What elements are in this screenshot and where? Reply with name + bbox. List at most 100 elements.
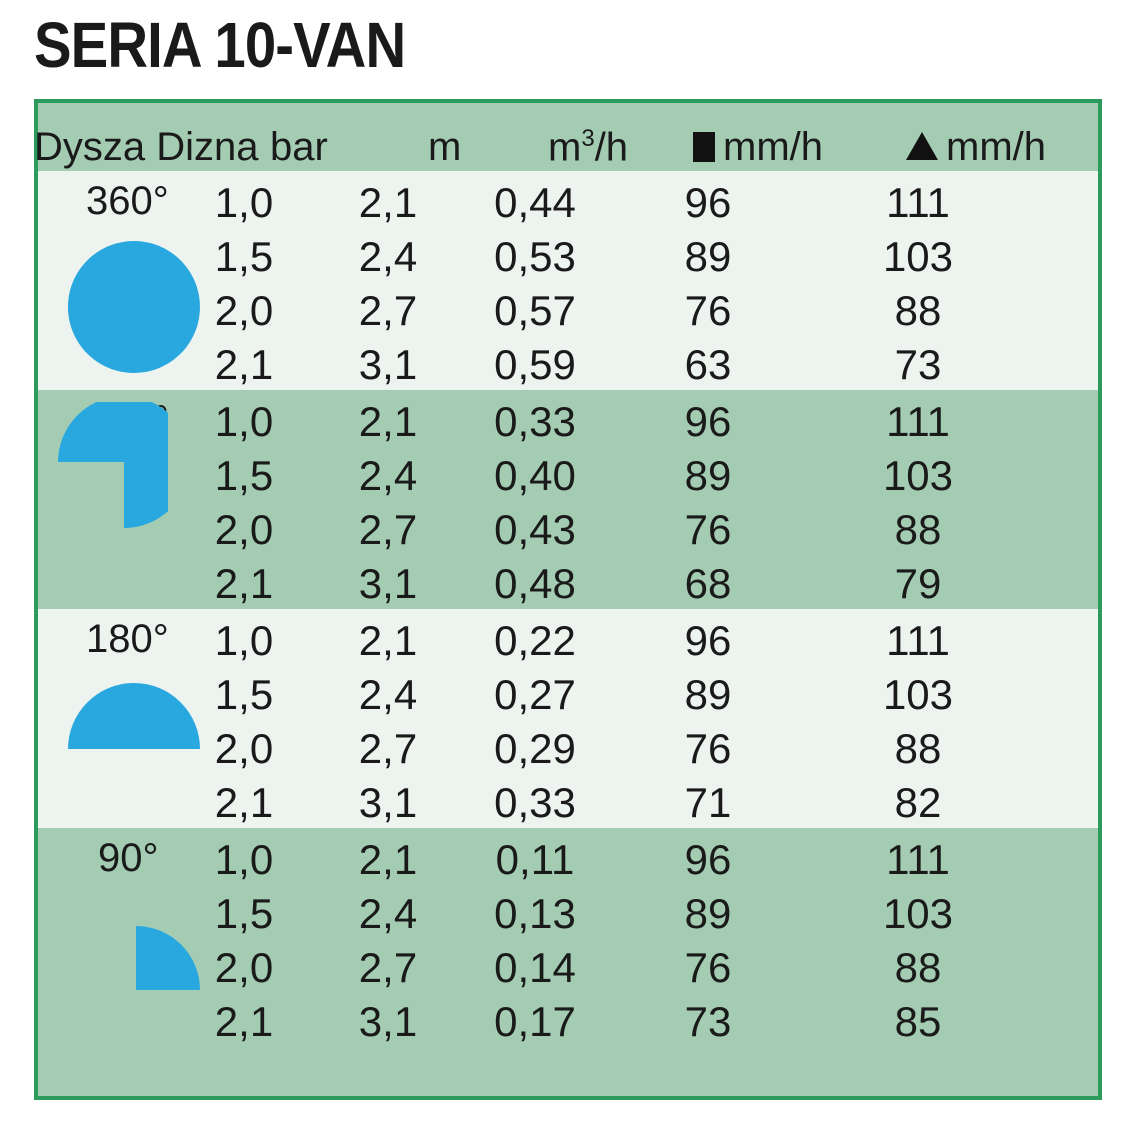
m-cell: 2,7 xyxy=(358,506,418,553)
nozzle-table: Dysza Dizna bar m m3/h mm/h mm/h 360° 1,0… xyxy=(34,99,1102,1100)
header-square-rate: mm/h xyxy=(693,125,823,170)
triangle-rate-cell: 111 xyxy=(886,179,950,226)
bar-cell: 2,0 xyxy=(214,506,274,553)
bar-cell: 1,5 xyxy=(214,671,274,718)
table-row: 1,0 2,1 0,11 96 111 xyxy=(38,836,1098,890)
table-row: 2,1 3,1 0,48 68 79 xyxy=(38,560,1098,614)
nozzle-group: 180° 1,0 2,1 0,22 96 111 1,5 2,4 0,27 89 103 2,0 2,7… xyxy=(38,609,1098,828)
triangle-rate-cell: 88 xyxy=(894,944,942,991)
flow-cell: 0,14 xyxy=(494,944,576,991)
square-rate-cell: 89 xyxy=(684,233,732,280)
m-cell: 2,7 xyxy=(358,725,418,772)
m-cell: 2,4 xyxy=(358,452,418,499)
flow-cell: 0,27 xyxy=(494,671,576,718)
bar-cell: 2,0 xyxy=(214,725,274,772)
flow-cell: 0,53 xyxy=(494,233,576,280)
triangle-rate-cell: 88 xyxy=(894,725,942,772)
header-m: m xyxy=(428,125,462,169)
bar-cell: 1,0 xyxy=(214,617,274,664)
square-rate-cell: 76 xyxy=(684,287,732,334)
flow-cell: 0,11 xyxy=(495,836,575,883)
triangle-rate-cell: 85 xyxy=(894,998,942,1045)
bar-cell: 2,1 xyxy=(214,779,274,826)
m-cell: 2,7 xyxy=(358,944,418,991)
square-rate-cell: 96 xyxy=(684,179,732,226)
bar-cell: 1,0 xyxy=(214,836,274,883)
table-row: 2,0 2,7 0,14 76 88 xyxy=(38,944,1098,998)
m-cell: 3,1 xyxy=(358,341,418,388)
table-row: 1,0 2,1 0,22 96 111 xyxy=(38,617,1098,671)
triangle-rate-cell: 79 xyxy=(894,560,942,607)
flow-cell: 0,44 xyxy=(494,179,576,226)
m-cell: 3,1 xyxy=(358,779,418,826)
table-row: 1,5 2,4 0,13 89 103 xyxy=(38,890,1098,944)
circle-pattern-icon xyxy=(67,241,200,373)
bar-cell: 2,0 xyxy=(214,287,274,334)
flow-cell: 0,33 xyxy=(494,779,576,826)
flow-cell: 0,48 xyxy=(494,560,576,607)
m-cell: 2,4 xyxy=(358,890,418,937)
flow-cell: 0,13 xyxy=(494,890,576,937)
bar-cell: 2,0 xyxy=(214,944,274,991)
bar-cell: 1,5 xyxy=(214,890,274,937)
m-cell: 2,1 xyxy=(358,398,418,445)
header-flow-sup: 3 xyxy=(581,125,595,152)
triangle-rate-cell: 103 xyxy=(882,890,954,937)
flow-cell: 0,22 xyxy=(494,617,576,664)
header-triangle-rate-label: mm/h xyxy=(946,125,1046,169)
m-cell: 2,4 xyxy=(358,671,418,718)
bar-cell: 2,1 xyxy=(214,341,274,388)
square-rate-cell: 71 xyxy=(684,779,732,826)
square-rate-cell: 89 xyxy=(684,452,732,499)
nozzle-angle: 180° xyxy=(86,617,169,661)
bar-cell: 1,5 xyxy=(214,233,274,280)
table-row: 1,0 2,1 0,33 96 111 xyxy=(38,398,1098,452)
bar-cell: 1,5 xyxy=(214,452,274,499)
square-rate-cell: 76 xyxy=(684,725,732,772)
quarter-pattern-icon xyxy=(136,926,200,990)
square-rate-cell: 68 xyxy=(684,560,732,607)
page-title: SERIA 10-VAN xyxy=(34,9,406,81)
triangle-rate-cell: 82 xyxy=(894,779,942,826)
header-nozzle: Dysza Dizna xyxy=(34,125,259,169)
header-bar: bar xyxy=(270,125,328,169)
table-row: 2,0 2,7 0,57 76 88 xyxy=(38,287,1098,341)
flow-cell: 0,29 xyxy=(494,725,576,772)
m-cell: 2,1 xyxy=(358,617,418,664)
square-rate-cell: 89 xyxy=(684,890,732,937)
table-row: 2,0 2,7 0,29 76 88 xyxy=(38,725,1098,779)
bar-cell: 2,1 xyxy=(214,998,274,1045)
flow-cell: 0,17 xyxy=(494,998,576,1045)
triangle-rate-cell: 111 xyxy=(886,617,950,664)
header-flow-base: m xyxy=(548,125,582,170)
square-rate-cell: 96 xyxy=(684,836,732,883)
flow-cell: 0,33 xyxy=(494,398,576,445)
triangle-rate-cell: 88 xyxy=(894,287,942,334)
triangle-rate-cell: 111 xyxy=(886,836,950,883)
square-rate-cell: 76 xyxy=(684,506,732,553)
table-row: 1,5 2,4 0,27 89 103 xyxy=(38,671,1098,725)
m-cell: 2,7 xyxy=(358,287,418,334)
nozzle-group: 270°1,02,10,33961111,52,40,40891032,02,7… xyxy=(38,390,1098,609)
header-square-rate-label: mm/h xyxy=(723,125,823,169)
square-rate-cell: 96 xyxy=(684,398,732,445)
square-rate-cell: 89 xyxy=(684,671,732,718)
flow-cell: 0,40 xyxy=(494,452,576,499)
triangle-spacing-icon xyxy=(906,132,938,160)
header-flow-tail: /h xyxy=(594,125,629,170)
m-cell: 2,1 xyxy=(358,179,418,226)
triangle-rate-cell: 73 xyxy=(894,341,942,388)
bar-cell: 1,0 xyxy=(214,398,274,445)
three-quarter-pattern-icon xyxy=(58,402,168,528)
triangle-rate-cell: 103 xyxy=(882,452,954,499)
half-pattern-icon xyxy=(68,683,200,749)
square-spacing-icon xyxy=(693,132,715,162)
header-flow: m3/h xyxy=(548,125,628,170)
table-row: 2,1 3,1 0,59 63 73 xyxy=(38,341,1098,395)
triangle-rate-cell: 103 xyxy=(882,671,954,718)
square-rate-cell: 96 xyxy=(684,617,732,664)
bar-cell: 2,1 xyxy=(214,560,274,607)
flow-cell: 0,43 xyxy=(494,506,576,553)
nozzle-group: 360° 1,0 2,1 0,44 96 111 1,5 2,4 0,53 89 103 2,0 2,7… xyxy=(38,171,1098,390)
flow-cell: 0,59 xyxy=(494,341,576,388)
